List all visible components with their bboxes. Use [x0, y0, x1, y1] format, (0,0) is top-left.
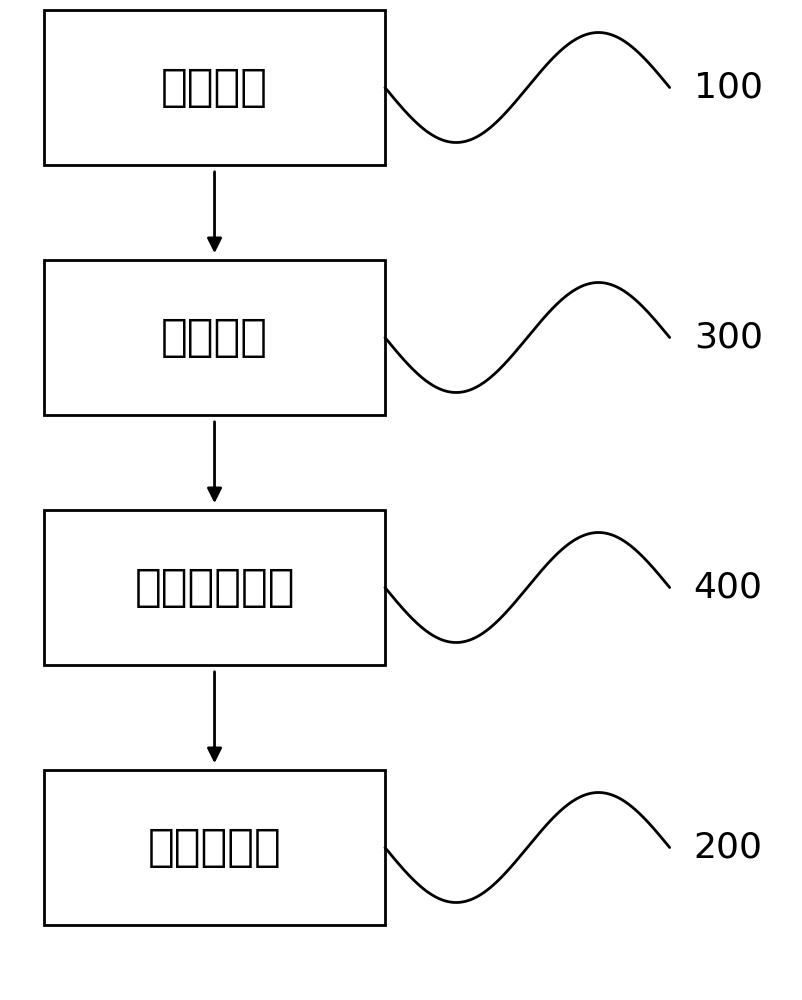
- Text: 副产硼酸: 副产硼酸: [161, 316, 268, 359]
- Bar: [44, 260, 385, 415]
- Bar: [44, 10, 385, 165]
- Bar: [44, 770, 385, 925]
- Text: 制备纯碱: 制备纯碱: [161, 66, 268, 109]
- Text: 300: 300: [694, 320, 763, 355]
- Text: 100: 100: [694, 70, 763, 104]
- Text: 制备小苏打: 制备小苏打: [148, 826, 282, 869]
- Text: 400: 400: [694, 570, 763, 604]
- Text: 副产氢氧化铁: 副产氢氧化铁: [134, 566, 295, 609]
- Bar: [44, 510, 385, 665]
- Text: 200: 200: [694, 830, 763, 864]
